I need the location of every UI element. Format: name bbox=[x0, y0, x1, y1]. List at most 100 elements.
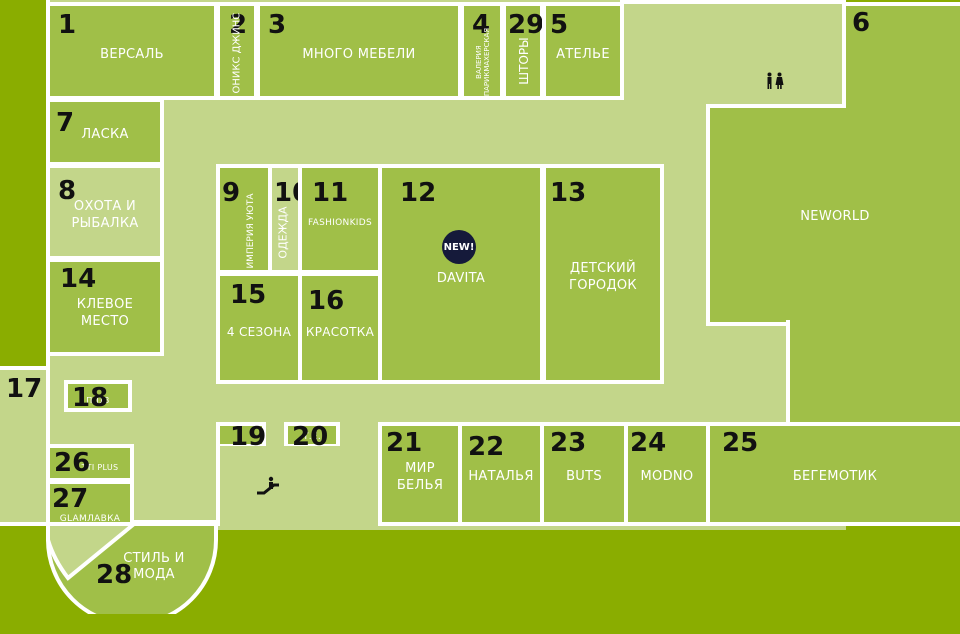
store-name-line-2: РЫБАЛКА bbox=[71, 216, 139, 231]
store-number: 5 bbox=[550, 10, 569, 40]
store-name-line-1: ДЕТСКИЙ bbox=[569, 261, 637, 276]
store-4[interactable]: 4 ВАЛЕРИЯ ПАРИКМАХЕРСКАЯ bbox=[460, 2, 504, 100]
store-name: 4 СЕЗОНА bbox=[226, 325, 292, 339]
store-number: 14 bbox=[60, 264, 97, 294]
store-8[interactable]: 8 ОХОТА И РЫБАЛКА bbox=[46, 164, 164, 260]
store-2[interactable]: 2 ОНИКС ДЖИНС bbox=[216, 2, 258, 100]
escalator-icon bbox=[256, 476, 280, 496]
store-17[interactable]: 17 bbox=[0, 366, 50, 526]
store-number: 11 bbox=[312, 178, 349, 208]
store-number: 9 bbox=[222, 178, 241, 208]
store-name-line-1: КЛЕВОЕ bbox=[76, 297, 134, 312]
store-3[interactable]: 3 МНОГО МЕБЕЛИ bbox=[256, 2, 462, 100]
store-name: Т.Е. bbox=[302, 432, 322, 442]
store-28-name-line-1: СТИЛЬ И bbox=[123, 551, 185, 566]
store-23[interactable]: 23 BUTS bbox=[540, 422, 628, 526]
store-26[interactable]: TTI PLUS 26 bbox=[46, 444, 134, 482]
corridor-top-right bbox=[620, 0, 846, 106]
store-number: 13 bbox=[550, 178, 587, 208]
store-number: 21 bbox=[386, 428, 423, 458]
store-name-line-2: БЕЛЬЯ bbox=[396, 478, 444, 493]
store-number: 27 bbox=[52, 484, 89, 514]
store-27[interactable]: 27 GLAMЛАВКА bbox=[46, 480, 134, 526]
store-name: ШТОРЫ bbox=[517, 37, 531, 85]
store-number: 23 bbox=[550, 428, 587, 458]
store-name: АТЕЛЬЕ bbox=[556, 47, 610, 62]
store-28-number: 28 bbox=[96, 560, 133, 590]
store-number: 18 bbox=[72, 383, 109, 413]
store-11[interactable]: 11 FASHIONKIDS bbox=[298, 164, 382, 274]
store-20[interactable]: Т.Е. 20 bbox=[284, 422, 340, 452]
store-name: ЛАСКА bbox=[81, 127, 129, 142]
store-name: ОДЕЖДА bbox=[276, 206, 290, 259]
store-number: 6 bbox=[852, 8, 871, 38]
store-name: DAVITA bbox=[436, 271, 486, 286]
store-number: 16 bbox=[308, 286, 345, 316]
store-number: 4 bbox=[472, 10, 491, 40]
store-15[interactable]: 15 4 СЕЗОНА bbox=[216, 272, 302, 384]
store-28[interactable] bbox=[44, 520, 224, 614]
store-name: MODNO bbox=[640, 469, 694, 484]
store-name: МНОГО МЕБЕЛИ bbox=[302, 47, 416, 62]
store-number: 3 bbox=[268, 10, 287, 40]
store-6-patch bbox=[846, 104, 960, 110]
store-name-line-2: ГОРОДОК bbox=[569, 278, 637, 293]
restroom-icon bbox=[765, 72, 785, 90]
store-5[interactable]: 5 АТЕЛЬЕ bbox=[542, 2, 624, 100]
store-6-lower[interactable] bbox=[786, 320, 960, 426]
store-25[interactable]: 25 БЕГЕМОТИК bbox=[706, 422, 960, 526]
store-number: 2 bbox=[229, 10, 248, 40]
store-number: 19 bbox=[230, 422, 267, 452]
store-1[interactable]: 1 ВЕРСАЛЬ bbox=[46, 2, 218, 100]
store-number: 12 bbox=[400, 178, 437, 208]
store-number: 1 bbox=[58, 10, 77, 40]
store-name: NEWORLD bbox=[800, 209, 870, 224]
new-badge: NEW! bbox=[442, 230, 476, 264]
store-number: 17 bbox=[6, 374, 43, 404]
store-number: 25 bbox=[722, 428, 759, 458]
store-7[interactable]: 7 ЛАСКА bbox=[46, 98, 164, 166]
store-name: НАТАЛЬЯ bbox=[468, 469, 534, 484]
store-name-line-1: МИР bbox=[405, 461, 435, 476]
store-name: ВЕРСАЛЬ bbox=[100, 47, 164, 62]
store-name: ВАЛЕРИЯ ПАРИКМАХЕРСКАЯ bbox=[475, 27, 491, 97]
store-name-line-2: МЕСТО bbox=[80, 314, 130, 329]
store-name: ИМПЕРИЯ УЮТА bbox=[246, 193, 256, 269]
store-6-body[interactable]: NEWORLD bbox=[706, 106, 960, 326]
store-number: 22 bbox=[468, 432, 505, 462]
store-18[interactable]: ПЛ13 18 bbox=[64, 380, 132, 412]
store-6-edge bbox=[706, 104, 846, 108]
store-16[interactable]: 16 КРАСОТКА bbox=[298, 272, 382, 384]
store-6-patch bbox=[790, 318, 960, 326]
store-21[interactable]: 21 МИР БЕЛЬЯ bbox=[378, 422, 462, 526]
store-number: 24 bbox=[630, 428, 667, 458]
store-number: 29 bbox=[508, 10, 545, 40]
store-29[interactable]: 29 ШТОРЫ bbox=[502, 2, 544, 100]
store-22[interactable]: 22 НАТАЛЬЯ bbox=[458, 422, 544, 526]
store-9[interactable]: 9 ИМПЕРИЯ УЮТА bbox=[216, 164, 272, 274]
store-name: КРАСОТКА bbox=[305, 325, 375, 339]
store-name: ПЛ13 bbox=[86, 396, 110, 405]
store-name: GLAMЛАВКА bbox=[59, 514, 121, 524]
store-number: 26 bbox=[54, 448, 91, 478]
store-name: БЕГЕМОТИК bbox=[792, 469, 878, 484]
store-12[interactable]: 12 NEW! DAVITA bbox=[378, 164, 544, 384]
store-number: 8 bbox=[58, 176, 77, 206]
store-name: FASHIONKIDS bbox=[308, 218, 372, 228]
escalator-area bbox=[216, 446, 382, 526]
store-name: BUTS bbox=[566, 469, 602, 484]
store-6[interactable]: 6 bbox=[842, 2, 960, 108]
store-28-name-line-2: МОДА bbox=[133, 567, 175, 582]
store-13[interactable]: 13 ДЕТСКИЙ ГОРОДОК bbox=[542, 164, 664, 384]
store-10[interactable]: 10 ОДЕЖДА bbox=[268, 164, 310, 274]
store-14[interactable]: 14 КЛЕВОЕ МЕСТО bbox=[46, 258, 164, 356]
store-24[interactable]: 24 MODNO bbox=[624, 422, 710, 526]
store-number: 15 bbox=[230, 280, 267, 310]
store-19[interactable]: 19 bbox=[216, 422, 267, 452]
store-number: 20 bbox=[292, 422, 329, 452]
store-number: 7 bbox=[56, 108, 75, 138]
store-name: ОНИКС ДЖИНС bbox=[231, 12, 243, 94]
store-6-edge bbox=[706, 322, 790, 326]
store-name-line-1: ОХОТА И bbox=[73, 199, 137, 214]
